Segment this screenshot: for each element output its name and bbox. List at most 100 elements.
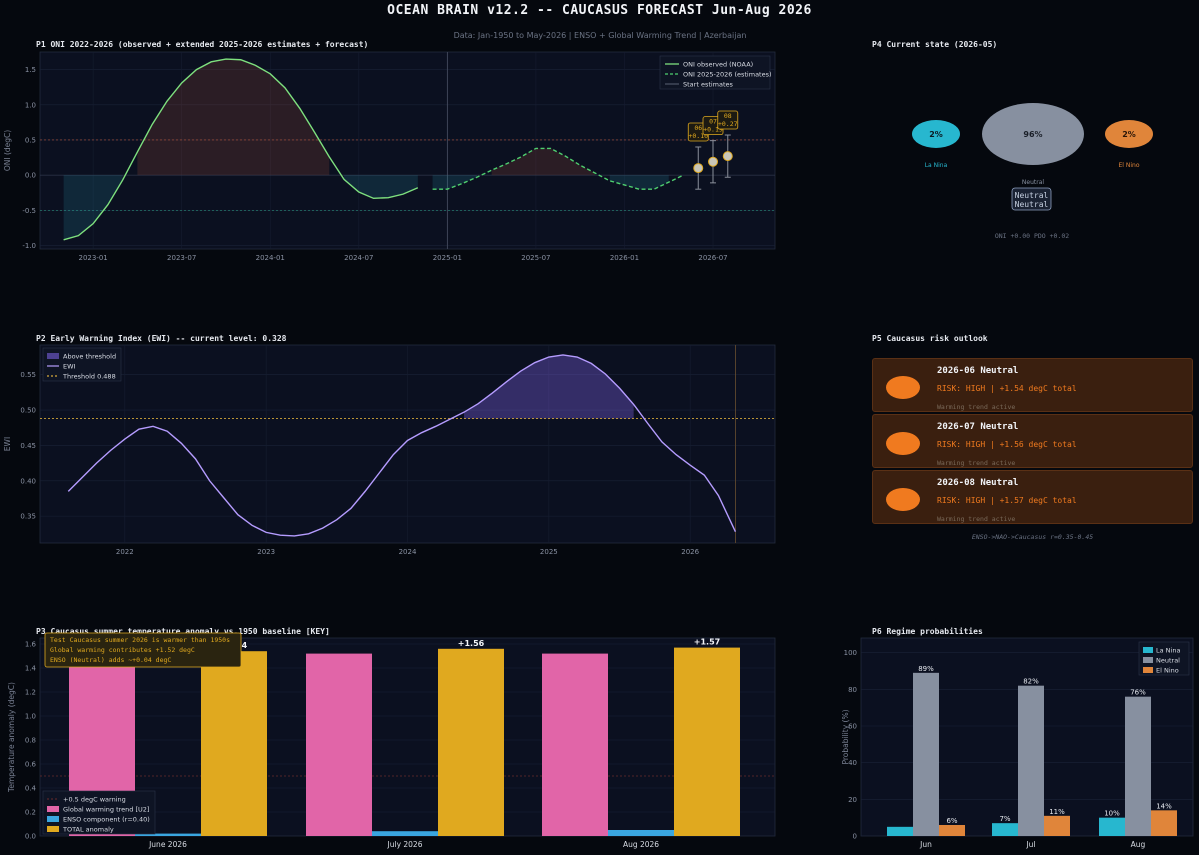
- x-tick-label: June 2026: [148, 840, 187, 849]
- y-tick-label: 0.0: [25, 172, 36, 180]
- enso-bar: [608, 830, 674, 836]
- annotation-line: ENSO (Neutral) adds ~+0.04 degC: [50, 656, 171, 664]
- risk-card: 2026-07 Neutral RISK: HIGH | +1.56 degC t…: [872, 414, 1193, 468]
- y-tick-label: 0.5: [25, 136, 36, 144]
- x-tick-label: July 2026: [387, 840, 423, 849]
- positive-fill: [491, 148, 595, 176]
- forecast-month-label: 08: [724, 112, 732, 120]
- oni-estimates-line: [432, 147, 684, 190]
- x-tick-label: Jul: [1025, 840, 1035, 849]
- y-tick-label: 0.55: [20, 371, 36, 379]
- legend-label: +0.5 degC warning: [63, 796, 126, 804]
- la-nina-bubble: [912, 120, 960, 148]
- y-axis-label: EWI: [3, 437, 12, 451]
- legend-box: [42, 790, 156, 835]
- la-nina-bar: [887, 826, 913, 836]
- y-tick-label: 20: [848, 796, 857, 804]
- risk-card: 2026-08 Neutral RISK: HIGH | +1.57 degC t…: [872, 470, 1193, 524]
- risk-card-title: 2026-06 Neutral: [937, 366, 1019, 376]
- p6-title: P6 Regime probabilities: [872, 627, 983, 636]
- ewi-line: [67, 354, 737, 537]
- enso-bar: [372, 831, 438, 836]
- y-tick-label: -1.0: [22, 242, 36, 250]
- bar-value-label: 7%: [999, 815, 1010, 823]
- y-tick-label: 100: [844, 649, 857, 657]
- ewi-chart: 0.35 0.40 0.45 0.50 0.55 2022 2023 2024 2025 2026…: [3, 344, 776, 556]
- state-box-line1: Neutral: [1015, 191, 1049, 200]
- y-axis-label: ONI (degC): [3, 130, 12, 171]
- bar-value-label: 11%: [1049, 808, 1065, 816]
- x-tick-label: 2025: [540, 548, 558, 556]
- total-value-label: +1.57: [694, 638, 720, 647]
- positive-fill: [137, 59, 330, 176]
- total-bar: [674, 647, 740, 836]
- risk-card-title: 2026-07 Neutral: [937, 422, 1019, 432]
- x-tick-label: 2024: [399, 548, 417, 556]
- y-axis-label: Temperature anomaly (degC): [7, 682, 16, 793]
- x-tick-label: 2024-07: [344, 254, 373, 262]
- negative-fill: [344, 175, 418, 199]
- y-tick-label: 0.8: [25, 737, 36, 745]
- legend-swatch: [47, 816, 59, 822]
- forecast-label-box: [717, 110, 739, 130]
- legend-label: Global warming trend [U2]: [63, 806, 149, 814]
- y-tick-label: 0.35: [20, 513, 36, 521]
- legend-swatch: [47, 353, 59, 359]
- y-tick-label: 0.50: [20, 407, 36, 415]
- current-state-panel: 2% La Nina 96% Neutral 2% El Nino Neutra…: [912, 103, 1153, 240]
- risk-card-level: RISK: HIGH | +1.57 degC total: [937, 496, 1077, 505]
- y-tick-label: 1.0: [25, 101, 36, 109]
- legend-swatch: [47, 826, 59, 832]
- risk-card-title: 2026-08 Neutral: [937, 478, 1019, 488]
- x-tick-label: 2023: [257, 548, 275, 556]
- x-tick-label: 2026: [681, 548, 699, 556]
- y-tick-label: 0: [853, 833, 857, 841]
- oni-chart: -1.0 -0.5 0.0 0.5 1.0 1.5 2023-01 2023-07 2024-0…: [3, 51, 776, 262]
- p6-legend: La Nina Neutral El Nino: [1138, 641, 1190, 676]
- annotation-box: [44, 632, 242, 668]
- total-bar: [201, 651, 267, 836]
- total-bar: [438, 648, 504, 836]
- x-tick-label: 2026-01: [610, 254, 639, 262]
- forecast-value-label: +0.27: [718, 120, 738, 128]
- legend-label: La Nina: [1156, 647, 1180, 655]
- risk-indicator-icon: [886, 488, 920, 511]
- plot-area: [39, 51, 776, 250]
- risk-outlook-panel: 2026-06 Neutral RISK: HIGH | +1.54 degC t…: [872, 358, 1193, 543]
- negative-fill: [609, 175, 669, 190]
- neutral-pct: 96%: [1023, 130, 1042, 139]
- page-title: OCEAN BRAIN v12.2 -- CAUCASUS FORECAST J…: [387, 3, 812, 18]
- y-tick-label: 1.0: [25, 713, 36, 721]
- legend-swatch: [47, 806, 59, 812]
- y-tick-label: 1.6: [25, 641, 37, 649]
- p3-legend: +0.5 degC warning Global warming trend [U…: [42, 790, 156, 835]
- legend-swatch: [1143, 647, 1153, 653]
- p1-title: P1 ONI 2022-2026 (observed + extended 20…: [36, 40, 369, 49]
- annotation-line: Test Caucasus summer 2026 is warmer than…: [50, 636, 230, 644]
- oni-observed-line: [63, 58, 419, 241]
- state-footer: ONI +0.00 PDO +0.02: [995, 232, 1069, 240]
- risk-indicator-icon: [886, 432, 920, 455]
- forecast-point: [693, 163, 704, 174]
- forecast-month-label: 06: [694, 124, 702, 132]
- y-tick-label: 0.2: [25, 809, 36, 817]
- annotation-line: Global warming contributes +1.52 degC: [50, 646, 195, 654]
- risk-footer: ENSO->NAO->Caucasus r=0.35-0.45: [971, 533, 1094, 541]
- risk-card-note: Warming trend active: [937, 403, 1016, 411]
- total-value-label: +1.56: [458, 639, 485, 648]
- p2-title: P2 Early Warning Index (EWI) -- current …: [36, 334, 287, 343]
- y-tick-label: -0.5: [22, 207, 36, 215]
- forecast-point: [722, 151, 733, 162]
- x-tick-label: 2024-01: [256, 254, 285, 262]
- legend-label: Neutral: [1156, 657, 1180, 665]
- above-threshold-fill: [464, 354, 634, 419]
- legend-label: EWI: [63, 363, 76, 371]
- bar-value-label: 76%: [1130, 689, 1146, 697]
- forecast-value-label: +0.19: [703, 126, 723, 134]
- y-tick-label: 80: [848, 686, 857, 694]
- forecast-month-label: 07: [709, 118, 717, 126]
- legend-label: ENSO component (r=0.40): [63, 816, 150, 824]
- negative-fill: [63, 175, 123, 240]
- legend-label: ONI observed (NOAA): [683, 61, 753, 69]
- legend-label: Start estimates: [683, 81, 734, 89]
